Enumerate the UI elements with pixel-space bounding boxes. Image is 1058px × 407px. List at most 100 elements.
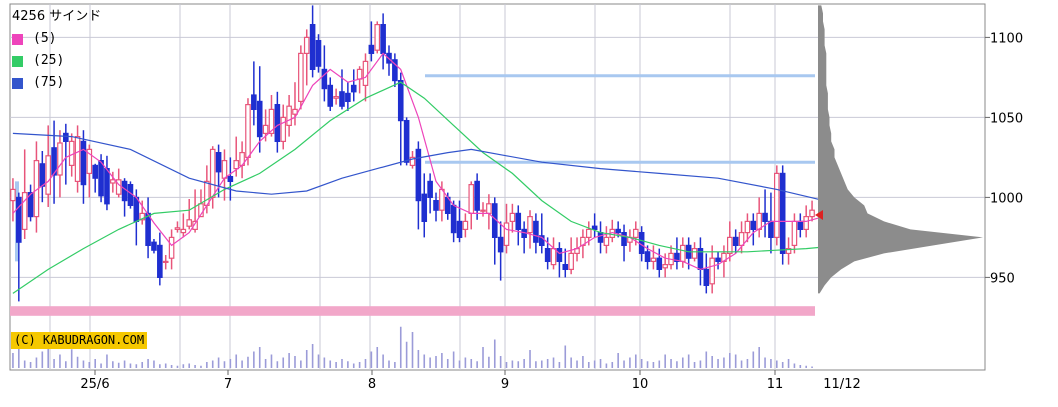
volume-bar xyxy=(264,359,267,368)
volume-bar xyxy=(435,356,437,368)
volume-bar xyxy=(229,359,232,368)
legend-item-sma75: (75) xyxy=(12,72,101,94)
volume-bar xyxy=(300,360,302,368)
volume-bar xyxy=(511,360,514,368)
candle-body xyxy=(615,228,621,234)
volume-bar xyxy=(476,361,478,368)
candle-body xyxy=(180,228,187,234)
legend-swatch xyxy=(12,77,23,89)
volume-bar xyxy=(646,361,649,368)
volume-bar xyxy=(247,356,249,368)
candle-body xyxy=(433,200,439,211)
volume-bar xyxy=(123,360,126,368)
volume-bar xyxy=(70,349,73,368)
candle-body xyxy=(145,212,151,246)
candle-body xyxy=(45,155,51,195)
volume-bar xyxy=(723,357,725,368)
volume-bar xyxy=(235,354,238,368)
volume-bar xyxy=(417,350,420,368)
sma-25-line xyxy=(12,81,824,294)
volume-bar xyxy=(623,360,625,368)
volume-bar xyxy=(470,359,473,368)
volume-bar xyxy=(117,362,120,368)
candle-body xyxy=(632,228,639,238)
candle-body xyxy=(732,236,739,246)
volume-bar xyxy=(35,357,38,368)
volume-bar xyxy=(164,363,167,368)
volume-bar xyxy=(764,357,766,368)
volume-bar xyxy=(388,360,390,368)
candle-body xyxy=(691,248,698,259)
candle-body xyxy=(321,68,328,90)
volume-bar xyxy=(341,359,343,368)
candle-body xyxy=(133,196,140,222)
volume-bar xyxy=(347,361,349,368)
candle-body xyxy=(591,225,598,230)
volume-bar xyxy=(223,361,226,368)
volume-bar xyxy=(488,356,490,368)
volume-bar xyxy=(728,353,731,368)
candle-body xyxy=(674,252,680,262)
volume-bar xyxy=(564,345,567,368)
candle-body xyxy=(251,94,257,110)
volume-bar xyxy=(429,357,431,368)
volume-bar xyxy=(41,351,44,368)
volume-bar xyxy=(717,359,719,368)
candle-body xyxy=(474,180,480,211)
volume-bar xyxy=(699,360,702,368)
candle-body xyxy=(656,257,663,271)
candle-body xyxy=(16,196,22,243)
candle-body xyxy=(750,220,757,230)
volume-bar xyxy=(153,360,155,368)
y-tick-label: 1100 xyxy=(990,31,1023,46)
volume-bar xyxy=(799,365,802,368)
volume-bar xyxy=(605,363,608,368)
candle-body xyxy=(292,108,298,115)
volume-bar xyxy=(805,365,807,368)
volume-bar xyxy=(294,356,296,368)
volume-bar xyxy=(370,351,373,368)
volume-bar xyxy=(276,361,279,368)
legend: 4256 サインド (5) (25) (75) xyxy=(12,6,101,94)
legend-label: (75) xyxy=(33,75,65,90)
volume-bar xyxy=(335,362,337,368)
volume-bar xyxy=(464,357,467,368)
volume-bar xyxy=(176,365,179,368)
y-tick-label: 950 xyxy=(990,271,1015,286)
x-tick-label: 9 xyxy=(501,377,509,392)
candle-body xyxy=(503,222,510,246)
volume-bar xyxy=(558,362,561,368)
candle-body xyxy=(262,124,269,135)
volume-bar xyxy=(781,362,784,368)
volume-bar xyxy=(664,354,666,368)
volume-bar xyxy=(200,365,202,368)
volume-bar xyxy=(317,354,320,368)
candle-body xyxy=(63,132,69,142)
copyright-label: (C) KABUDRAGON.COM xyxy=(11,332,148,349)
volume-bar xyxy=(106,354,108,368)
volume-bar xyxy=(270,354,273,368)
stock-code: 4256 xyxy=(12,9,46,24)
volume-bar xyxy=(405,341,408,368)
candle-body xyxy=(368,44,375,55)
candle-body xyxy=(192,220,198,230)
candle-body xyxy=(104,168,110,205)
legend-swatch xyxy=(12,33,23,45)
legend-label: (25) xyxy=(33,53,65,68)
candle-body xyxy=(303,36,310,55)
volume-bar xyxy=(135,364,138,368)
candle-body xyxy=(709,257,715,285)
volume-bar xyxy=(776,360,778,368)
candle-body xyxy=(468,184,475,215)
volume-bar xyxy=(552,357,555,368)
candle-body xyxy=(345,92,351,103)
candle-body xyxy=(486,203,492,215)
candle-body xyxy=(480,209,486,212)
candle-body xyxy=(74,136,81,183)
candle-body xyxy=(333,95,339,99)
candle-body xyxy=(80,140,87,186)
volume-bar xyxy=(705,351,708,368)
candle-body xyxy=(121,180,128,202)
volume-bar xyxy=(576,360,578,368)
